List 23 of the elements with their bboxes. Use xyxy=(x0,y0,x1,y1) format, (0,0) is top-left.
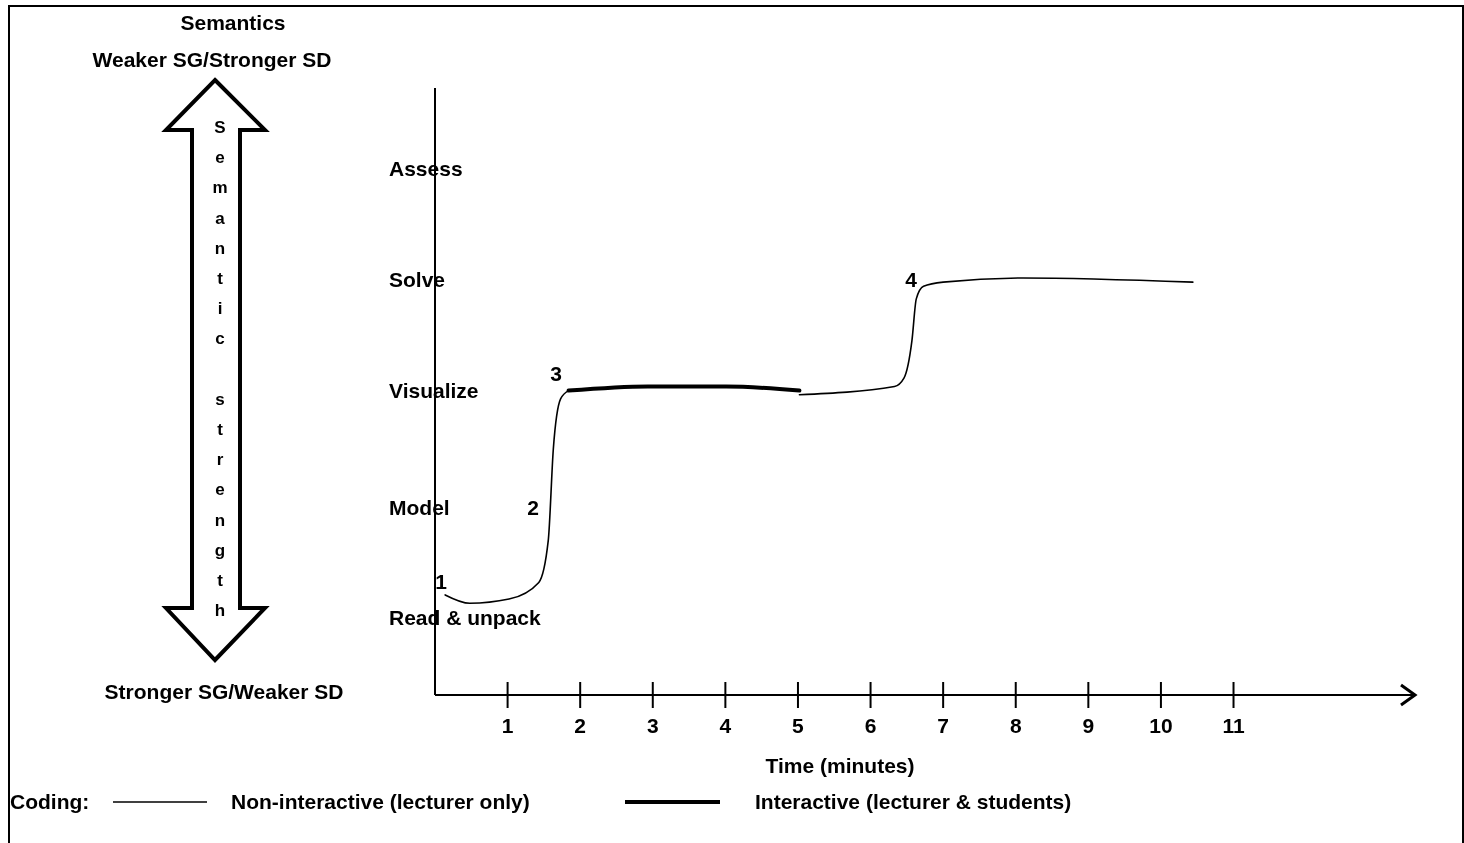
text: Semantic strength xyxy=(212,118,228,621)
x-tick-label: 10 xyxy=(1149,714,1173,737)
x-tick-label: 3 xyxy=(646,714,659,737)
x-tick-label: 5 xyxy=(792,714,805,737)
legend-label: Non-interactive (lecturer only) xyxy=(231,790,530,813)
annotation: 1 xyxy=(435,570,448,593)
text: Semantics xyxy=(180,11,286,34)
annotation: 4 xyxy=(905,268,918,291)
x-tick-label: 7 xyxy=(937,714,949,737)
x-tick-label: 2 xyxy=(574,714,587,737)
legend-label: Interactive (lecturer & students) xyxy=(755,790,1072,813)
annotation: 3 xyxy=(550,362,562,385)
text: Weaker SG/Stronger SD xyxy=(92,48,332,71)
annotation: 2 xyxy=(527,496,539,519)
legend-title: Coding: xyxy=(10,790,90,813)
x-tick-label: 8 xyxy=(1009,714,1022,737)
x-axis-title: Time (minutes) xyxy=(765,754,915,777)
x-tick-label: 4 xyxy=(719,714,732,737)
text: Stronger SG/Weaker SD xyxy=(104,680,344,703)
x-tick-label: 9 xyxy=(1082,714,1095,737)
x-tick-label: 1 xyxy=(501,714,514,737)
x-tick-label: 11 xyxy=(1222,714,1245,737)
x-tick-label: 6 xyxy=(864,714,877,737)
